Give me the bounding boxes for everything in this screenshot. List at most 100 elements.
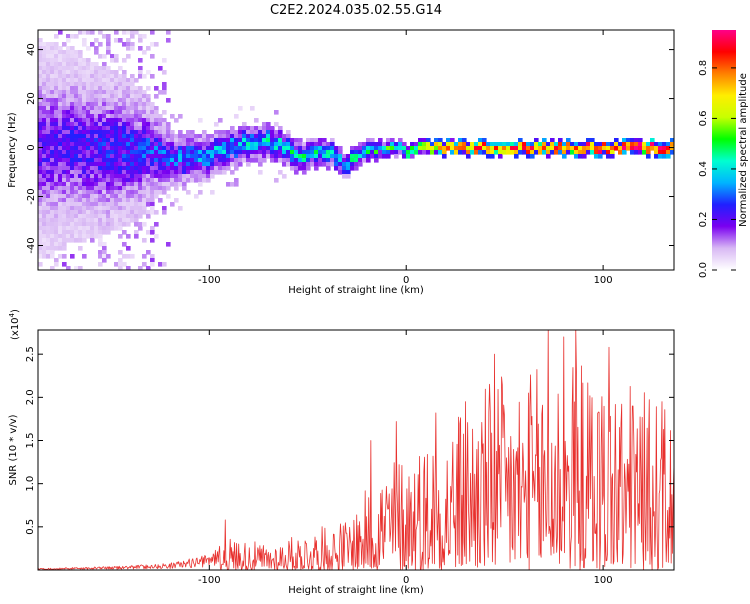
spectrogram-cell (46, 254, 51, 259)
spectrogram-cell (126, 206, 131, 211)
spectrogram-cell (110, 202, 115, 207)
spectrogram-cell (150, 238, 155, 243)
spectrogram-cell (90, 178, 95, 183)
spectrogram-cell (530, 154, 535, 159)
spectrogram-cell (582, 142, 587, 147)
spectrogram-cell (670, 146, 674, 151)
spectrogram-cell (270, 142, 275, 147)
spectrogram-cell (106, 114, 111, 119)
spectrogram-cell (42, 110, 47, 115)
spectrogram-cell (62, 182, 67, 187)
spectrogram-cell (526, 154, 531, 159)
spectrogram-cell (194, 134, 199, 139)
spectrogram-cell (118, 166, 123, 171)
spectrogram-cell (78, 234, 83, 239)
spectrogram-cell (70, 254, 75, 259)
spectrogram-cell (62, 190, 67, 195)
spectrogram-cell (82, 182, 87, 187)
spectrogram-cell (162, 118, 167, 123)
spectrogram-cell (154, 130, 159, 135)
spectrogram-cell (74, 82, 79, 87)
spectrogram-cell (542, 142, 547, 147)
spectrogram-cell (102, 102, 107, 107)
spectrogram-cell (94, 94, 99, 99)
spectrogram-cell (314, 142, 319, 147)
spectrogram-cell (374, 142, 379, 147)
spectrogram-cell (106, 46, 111, 51)
spectrogram-cell (142, 158, 147, 163)
spectrogram-cell (58, 214, 63, 219)
spectrogram-cell (70, 194, 75, 199)
spectrogram-cell (42, 94, 47, 99)
spectrogram-cell (106, 94, 111, 99)
spectrogram-cell (346, 170, 351, 175)
spectrogram-cell (70, 126, 75, 131)
spectrogram-cell (54, 158, 59, 163)
spectrogram-cell (234, 166, 239, 171)
spectrogram-cell (106, 126, 111, 131)
spectrogram-cell (134, 234, 139, 239)
spectrogram-cell (38, 126, 43, 131)
spectrogram-cell (226, 134, 231, 139)
spectrogram-cell (98, 234, 103, 239)
spectrogram-cell (218, 162, 223, 167)
spectrogram-cell (126, 266, 131, 270)
spectrogram-cell (162, 166, 167, 171)
spectrogram-cell (378, 150, 383, 155)
spectrogram-cell (310, 162, 315, 167)
spectrogram-cell (258, 158, 263, 163)
spectrogram-cell (62, 74, 67, 79)
spectrogram-cell (150, 146, 155, 151)
spectrogram-cell (174, 182, 179, 187)
spectrogram-cell (178, 114, 183, 119)
spectrogram-cell (82, 202, 87, 207)
spectrogram-cell (250, 142, 255, 147)
spectrogram-cell (86, 226, 91, 231)
spectrogram-cell (330, 138, 335, 143)
spectrogram-cell (550, 150, 555, 155)
spectrogram-cell (50, 114, 55, 119)
spectrogram-cell (250, 106, 255, 111)
spectrogram-cell (62, 162, 67, 167)
spectrogram-cell (50, 230, 55, 235)
spectrogram-cell (666, 142, 671, 147)
spectrogram-cell (46, 198, 51, 203)
spectrogram-cell (58, 54, 63, 59)
spectrogram-cell (118, 226, 123, 231)
spectrogram-cell (54, 86, 59, 91)
spectrogram-cell (62, 138, 67, 143)
spectrogram-cell (54, 198, 59, 203)
spectrogram-cell (90, 158, 95, 163)
spectrogram-cell (178, 206, 183, 211)
spectrogram-cell (126, 54, 131, 59)
spectrogram-cell (50, 194, 55, 199)
spectrogram-cell (666, 150, 671, 155)
spectrogram-cell (38, 226, 43, 231)
spectrogram-cell (586, 150, 591, 155)
spectrogram-cell (182, 182, 187, 187)
spectrogram-cell (114, 146, 119, 151)
spectrogram-cell (542, 146, 547, 151)
spectrogram-cell (94, 210, 99, 215)
spectrogram-cell (262, 130, 267, 135)
spectrogram-cell (194, 170, 199, 175)
spectrogram-cell (82, 114, 87, 119)
spectrogram-cell (90, 138, 95, 143)
spectrogram-cell (250, 134, 255, 139)
spectrogram-cell (46, 98, 51, 103)
spectrogram-cell (98, 206, 103, 211)
spectrogram-cell (118, 222, 123, 227)
spectrogram-cell (42, 254, 47, 259)
spectrogram-cell (50, 94, 55, 99)
top-y-axis-label: Frequency (Hz) (7, 112, 18, 188)
spectrogram-cell (138, 58, 143, 63)
spectrogram-cell (242, 146, 247, 151)
spectrogram-cell (110, 154, 115, 159)
spectrogram-cell (422, 138, 427, 143)
spectrogram-cell (50, 62, 55, 67)
spectrogram-cell (366, 142, 371, 147)
spectrogram-cell (302, 142, 307, 147)
spectrogram-cell (122, 42, 127, 47)
spectrogram-cell (230, 162, 235, 167)
spectrogram-cell (114, 90, 119, 95)
